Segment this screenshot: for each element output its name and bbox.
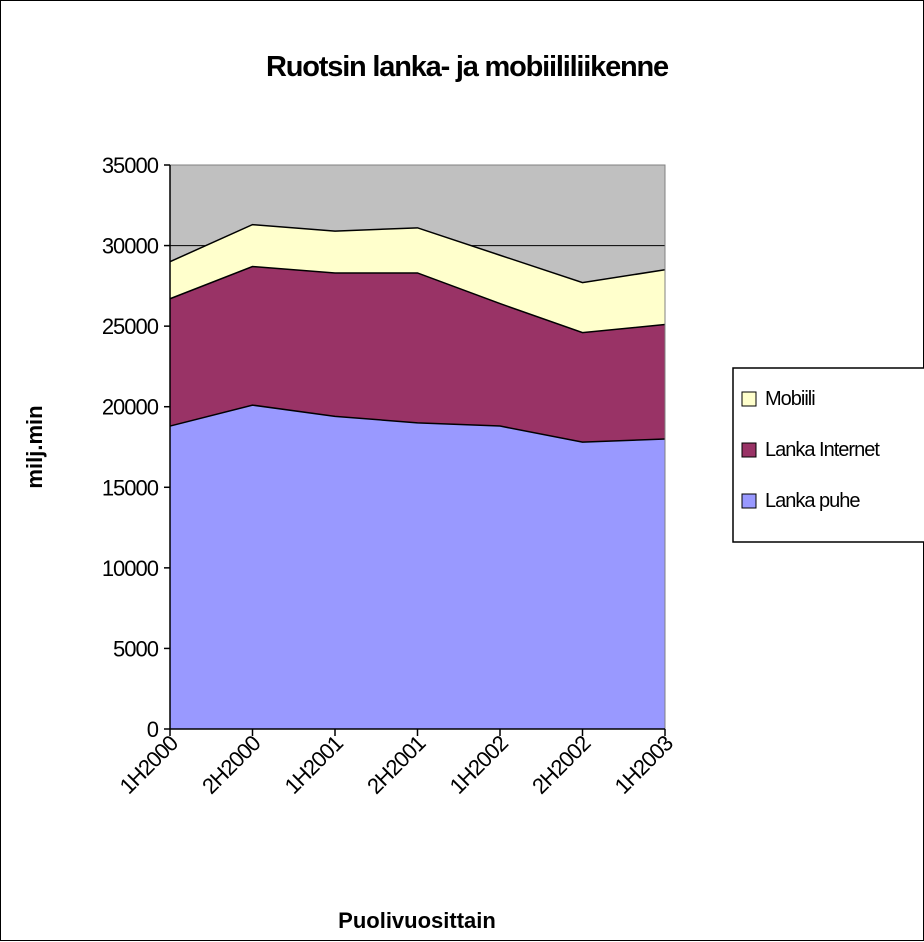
legend-swatch [741,493,757,509]
y-tick-label: 35000 [102,153,159,178]
legend-label: Mobiili [765,388,815,410]
legend-label: Lanka puhe [765,490,860,512]
x-tick-label: 2H2000 [197,730,265,798]
y-tick-label: 25000 [102,314,159,339]
x-axis-title: Puolivuosittain [338,908,496,933]
x-tick-label: 1H2002 [445,730,513,798]
legend: Mobiili Lanka Internet Lanka puhe [732,367,924,543]
y-tick-label: 20000 [102,395,159,420]
y-axis-title: milj.min [22,405,47,488]
legend-label: Lanka Internet [765,439,880,461]
y-tick-label: 10000 [102,556,159,581]
series-line-lanka-internet [169,265,666,334]
legend-box [732,367,924,543]
y-tick-label: 5000 [113,636,159,661]
x-tick-label: 2H2001 [362,730,430,798]
x-tick-label: 2H2002 [527,730,595,798]
y-tick-label: 0 [147,717,159,742]
area-lanka-internet [170,266,665,443]
y-tick-label: 15000 [102,475,159,500]
y-tick-label: 30000 [102,234,159,259]
series-line-lanka-puhe [169,404,666,443]
chart-title: Ruotsin lanka- ja mobiililiikenne [266,51,669,83]
series-line-mobiili [169,223,666,284]
legend-swatch [741,391,757,407]
legend-swatch [741,442,757,458]
area-mobiili [170,224,665,333]
area-lanka-puhe [170,405,665,729]
x-tick-label: 1H2003 [610,730,678,798]
x-tick-label: 1H2001 [280,730,348,798]
